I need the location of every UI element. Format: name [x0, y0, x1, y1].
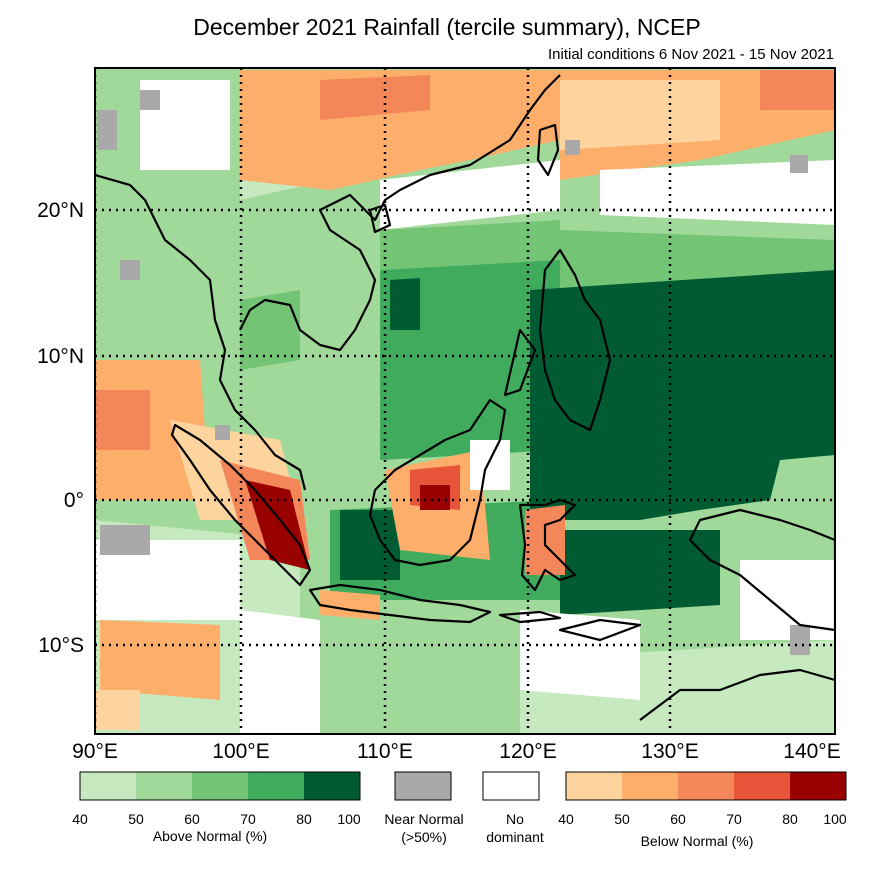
region-none-west: [95, 540, 240, 620]
lat-label-20n: 20°N: [37, 199, 84, 222]
legend-below-tick: 40: [558, 811, 574, 827]
legend-swatch-above-70: [248, 772, 304, 800]
region-near-normal: [120, 260, 140, 280]
region-none-north-2: [600, 160, 835, 225]
region-near-normal: [140, 90, 160, 110]
coastline-sumatra: [170, 423, 312, 587]
region-near-normal: [100, 525, 150, 555]
region-none-se: [740, 560, 835, 640]
legend-below-tick: 60: [670, 811, 686, 827]
legend-above-title: Above Normal (%): [153, 828, 267, 844]
region-none-south-1: [240, 610, 320, 734]
legend-swatch-above-50: [136, 772, 192, 800]
coastline-australia: [639, 668, 835, 721]
coastline-hainan: [368, 203, 392, 234]
lon-label-120e: 120°E: [499, 740, 556, 763]
legend-near-title: Near Normal: [384, 811, 463, 827]
region-near-normal: [790, 155, 808, 173]
legend-swatch-below-60: [678, 772, 734, 800]
coastline-taiwan: [536, 123, 560, 177]
legend-none-subtitle: dominant: [486, 829, 544, 845]
legend-above-tick: 50: [128, 811, 144, 827]
region-above-dark-west-scs: [390, 278, 420, 330]
near-normal-regions: [97, 90, 810, 655]
region-below-south-coast: [100, 620, 220, 700]
legend-above-normal: 40 50 60 70 80 100 Above Normal (%): [72, 771, 361, 844]
legend-swatch-near-normal: [394, 771, 452, 801]
legend-swatch-below-40: [566, 772, 622, 800]
lon-label-90e: 90°E: [72, 740, 118, 763]
coastline-mainland: [95, 74, 561, 491]
coastline-lesser-sunda: [498, 610, 562, 624]
region-below-ne-light: [560, 80, 720, 150]
region-near-normal: [215, 425, 230, 440]
legend-above-tick: 40: [72, 811, 88, 827]
region-none-south-2: [520, 610, 640, 700]
coastline-philippines: [503, 248, 612, 432]
coastline-timor: [558, 618, 642, 642]
legend-swatch-below-80: [790, 772, 846, 800]
legend-none-title: No: [506, 811, 524, 827]
legend-swatch-above-40: [80, 772, 136, 800]
map-title: December 2021 Rainfall (tercile summary)…: [193, 14, 701, 40]
legend-below-tick: 80: [782, 811, 798, 827]
legend-swatch-above-80: [304, 772, 360, 800]
coastline-new-guinea: [688, 508, 835, 632]
legend-near-subtitle: (>50%): [401, 829, 447, 845]
region-below-ne-dark: [760, 70, 835, 110]
region-none-north-west: [140, 80, 230, 170]
legend-above-tick: 60: [184, 811, 200, 827]
lat-label-10s: 10°S: [38, 634, 84, 657]
lon-label-130e: 130°E: [641, 740, 698, 763]
legend-below-tick: 100: [823, 811, 847, 827]
region-below-west-sumatra-dark: [95, 390, 150, 450]
legend-below-tick: 50: [614, 811, 630, 827]
legend-swatch-above-60: [192, 772, 248, 800]
no-dominant-regions: [95, 80, 835, 734]
legend-above-tick: 80: [296, 811, 312, 827]
legend-below-tick: 70: [726, 811, 742, 827]
map-subtitle: Initial conditions 6 Nov 2021 - 15 Nov 2…: [547, 46, 834, 63]
lon-label-140e: 140°E: [783, 740, 840, 763]
region-below-sumatra-dark: [245, 480, 310, 570]
region-below-south-small: [95, 690, 140, 730]
region-below-java-south: [320, 590, 380, 620]
graticule: [95, 68, 835, 734]
region-near-normal: [97, 110, 117, 150]
legend-above-tick: 100: [337, 811, 361, 827]
coastline-java: [308, 583, 492, 624]
lat-label-10n: 10°N: [37, 345, 84, 368]
region-above-dark-pacific: [530, 270, 835, 520]
coastline-borneo: [368, 398, 507, 567]
region-none-borneo-north: [470, 440, 510, 490]
legend-near-normal: Near Normal (>50%): [384, 771, 464, 845]
lat-label-0: 0°: [64, 489, 84, 512]
legend-above-tick: 70: [240, 811, 256, 827]
region-above-strong-scs: [380, 260, 560, 460]
region-below-borneo-darkest: [420, 485, 450, 510]
lon-label-100e: 100°E: [212, 740, 269, 763]
region-above-mid-indochina: [240, 290, 300, 370]
legend-no-dominant: No dominant: [482, 771, 544, 845]
region-above-dark-java: [340, 510, 400, 580]
map-panel: [95, 68, 835, 734]
region-above-dark-banda: [560, 530, 720, 615]
legend-swatch-no-dominant: [482, 771, 540, 801]
region-near-normal: [565, 140, 580, 155]
map-frame: [94, 67, 836, 735]
region-below-north-dark: [320, 75, 430, 120]
lon-label-110e: 110°E: [357, 740, 413, 763]
coastlines: [95, 74, 835, 721]
coastline-sulawesi: [518, 498, 577, 592]
region-near-normal: [790, 625, 810, 655]
legend-below-normal: 40 50 60 70 80 100 Below Normal (%): [558, 771, 847, 849]
legend-swatch-below-50: [622, 772, 678, 800]
legend-swatch-below-70: [734, 772, 790, 800]
legend-below-title: Below Normal (%): [641, 833, 754, 849]
